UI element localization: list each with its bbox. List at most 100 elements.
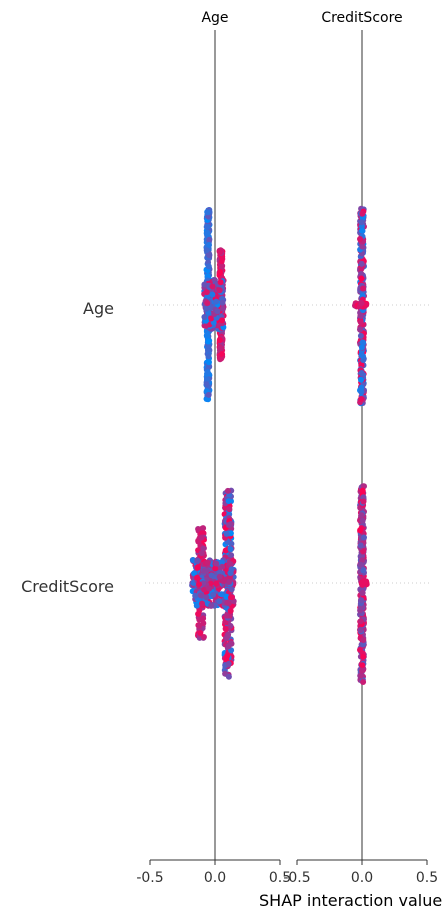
points-age-creditscore [352, 205, 370, 407]
data-point [206, 242, 212, 248]
data-point [359, 589, 366, 596]
data-point [213, 560, 220, 567]
data-point [358, 300, 365, 307]
data-point [224, 599, 231, 606]
data-point [205, 353, 212, 360]
data-point [191, 570, 198, 577]
data-point [204, 300, 211, 307]
data-point [196, 622, 202, 629]
data-point [360, 494, 367, 501]
data-point [199, 600, 205, 607]
data-point [197, 630, 204, 636]
data-point [217, 279, 224, 286]
data-point [204, 209, 211, 216]
data-point [225, 673, 232, 680]
data-point [228, 552, 235, 559]
data-point [357, 618, 364, 625]
data-point [208, 315, 215, 322]
data-point [360, 679, 367, 685]
data-point [226, 579, 232, 585]
data-point [358, 512, 365, 519]
data-point [358, 219, 365, 226]
data-point [357, 527, 364, 534]
row-label-age: Age [83, 299, 114, 318]
data-point [205, 263, 212, 270]
data-point [203, 289, 210, 296]
data-point [200, 634, 207, 640]
data-point [222, 625, 229, 632]
data-point [359, 557, 366, 564]
data-point [212, 565, 219, 572]
data-point [218, 258, 225, 265]
data-point [359, 227, 365, 234]
data-point [223, 530, 230, 537]
data-point [358, 271, 365, 277]
data-point [358, 672, 365, 679]
data-point [194, 564, 201, 571]
data-point [229, 594, 235, 601]
data-point [213, 298, 220, 305]
data-point [193, 602, 200, 609]
data-point [360, 285, 367, 292]
data-point [203, 305, 210, 312]
data-point [213, 580, 220, 587]
x-axis-title: SHAP interaction value [259, 891, 442, 910]
data-point [358, 260, 365, 267]
data-point [217, 269, 224, 275]
data-point [209, 291, 216, 298]
data-point [222, 547, 229, 554]
data-point [358, 384, 365, 391]
data-point [360, 498, 367, 505]
data-point [216, 337, 223, 344]
data-point [195, 610, 202, 617]
data-point [225, 498, 232, 505]
panel-title-age: Age [201, 10, 228, 26]
data-point [206, 585, 213, 592]
data-point [216, 598, 223, 605]
data-point [219, 317, 225, 324]
data-point [226, 506, 233, 513]
data-point [201, 314, 208, 320]
x-tick-label: 0.5 [269, 870, 291, 886]
data-point [203, 594, 210, 601]
data-point [200, 525, 207, 532]
x-tick-label: 0.0 [351, 870, 373, 886]
data-point [363, 301, 370, 308]
data-point [217, 249, 224, 255]
data-point [195, 538, 202, 545]
data-point [225, 643, 232, 650]
data-point [216, 573, 223, 580]
data-point [201, 281, 208, 288]
data-point [357, 326, 364, 333]
data-point [358, 376, 364, 383]
data-point [203, 223, 210, 230]
data-point [360, 653, 367, 660]
data-point [214, 308, 221, 315]
data-point [360, 567, 367, 574]
data-point [200, 545, 207, 552]
data-point [219, 262, 226, 269]
data-point [204, 369, 211, 375]
data-point [359, 662, 366, 669]
points-creditscore-age [189, 487, 237, 680]
data-point [205, 391, 212, 398]
data-point [197, 592, 204, 599]
data-point [224, 487, 231, 494]
row-label-creditscore: CreditScore [21, 577, 114, 596]
data-point [201, 586, 208, 593]
data-point [208, 602, 215, 609]
x-tick-label: 0.5 [416, 870, 438, 886]
data-point [206, 252, 213, 259]
data-point [200, 615, 207, 622]
data-point [204, 229, 211, 236]
data-point [219, 351, 225, 357]
data-point [357, 561, 364, 568]
panel-title-creditscore: CreditScore [321, 10, 402, 26]
data-point [194, 558, 201, 565]
points-creditscore-creditscore [357, 483, 370, 685]
data-point [227, 546, 234, 553]
data-point [359, 579, 366, 586]
data-point [220, 305, 226, 312]
data-point [358, 396, 365, 402]
